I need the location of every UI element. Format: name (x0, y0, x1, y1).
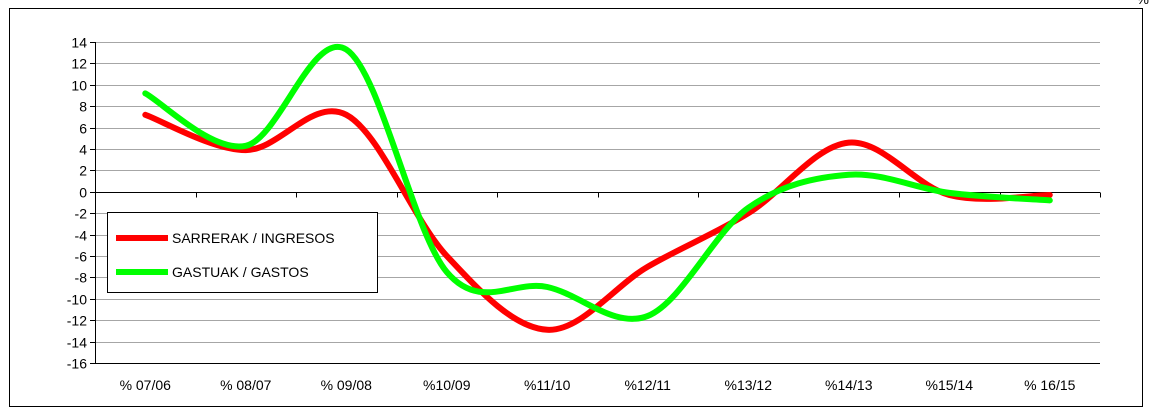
x-tick-label: %10/09 (423, 377, 471, 393)
x-tick-label: %14/13 (825, 377, 873, 393)
x-tick-label: % 07/06 (120, 377, 172, 393)
y-tick-label: 8 (79, 99, 87, 115)
y-tick-label: -14 (67, 335, 87, 351)
legend-label-1: SARRERAK / INGRESOS (172, 230, 335, 246)
y-tick-label: -16 (67, 356, 87, 372)
x-tick-label: %11/10 (524, 377, 571, 393)
y-tick-label: -4 (75, 228, 88, 244)
y-tick-label: -10 (67, 292, 87, 308)
unit-label: % (1137, 0, 1149, 7)
legend-label-2: GASTUAK / GASTOS (172, 264, 309, 280)
y-tick-label: 14 (71, 35, 87, 51)
x-tick-label: %15/14 (926, 377, 974, 393)
y-tick-label: 6 (79, 121, 87, 137)
chart-area-border (10, 9, 1143, 407)
y-tick-label: 10 (71, 78, 87, 94)
y-tick-label: -2 (75, 206, 88, 222)
x-tick-label: % 09/08 (321, 377, 373, 393)
x-tick-label: % 08/07 (220, 377, 272, 393)
x-tick-label: % 16/15 (1024, 377, 1076, 393)
y-tick-label: 12 (71, 56, 87, 72)
y-tick-label: 4 (79, 142, 87, 158)
y-tick-label: 2 (79, 163, 87, 179)
y-tick-label: 0 (79, 185, 87, 201)
x-tick-label: %12/11 (625, 377, 672, 393)
y-tick-label: -12 (67, 313, 87, 329)
x-tick-label: %13/12 (725, 377, 773, 393)
legend-box (108, 213, 378, 293)
y-tick-label: -8 (75, 270, 88, 286)
legend: SARRERAK / INGRESOS GASTUAK / GASTOS (108, 213, 378, 293)
y-tick-label: -6 (75, 249, 88, 265)
